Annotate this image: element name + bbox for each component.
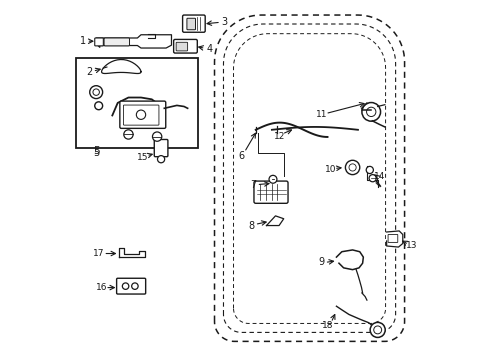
Bar xyxy=(76,58,198,148)
Polygon shape xyxy=(96,35,172,48)
Text: 16: 16 xyxy=(96,283,107,292)
FancyBboxPatch shape xyxy=(388,234,398,242)
Text: 9: 9 xyxy=(318,257,324,267)
Circle shape xyxy=(374,326,382,334)
Text: 11: 11 xyxy=(316,110,327,119)
Circle shape xyxy=(136,110,146,120)
Text: 12: 12 xyxy=(274,132,285,141)
Circle shape xyxy=(157,156,165,163)
Circle shape xyxy=(362,103,381,121)
Text: 7: 7 xyxy=(250,180,256,190)
Circle shape xyxy=(93,89,99,95)
Circle shape xyxy=(122,283,129,289)
FancyBboxPatch shape xyxy=(254,181,288,203)
Circle shape xyxy=(367,107,376,117)
FancyBboxPatch shape xyxy=(187,18,196,30)
FancyBboxPatch shape xyxy=(173,40,197,53)
Text: 14: 14 xyxy=(374,172,385,181)
FancyBboxPatch shape xyxy=(95,38,103,46)
Text: 13: 13 xyxy=(406,241,417,250)
Circle shape xyxy=(95,102,102,110)
Circle shape xyxy=(152,132,162,141)
Text: 17: 17 xyxy=(93,249,105,258)
Text: 4: 4 xyxy=(206,44,212,54)
Text: 8: 8 xyxy=(248,221,254,230)
Text: 10: 10 xyxy=(324,165,336,174)
FancyBboxPatch shape xyxy=(183,15,205,32)
Circle shape xyxy=(349,164,356,171)
Polygon shape xyxy=(101,59,141,73)
Polygon shape xyxy=(267,216,284,226)
Circle shape xyxy=(345,160,360,175)
Text: 2: 2 xyxy=(86,67,92,77)
Text: 1: 1 xyxy=(80,36,86,46)
Circle shape xyxy=(366,166,373,174)
Text: 15: 15 xyxy=(137,153,148,162)
Circle shape xyxy=(269,175,277,183)
FancyBboxPatch shape xyxy=(176,42,188,51)
Text: 18: 18 xyxy=(322,321,334,330)
Text: 5: 5 xyxy=(93,148,99,158)
FancyBboxPatch shape xyxy=(120,101,166,129)
Text: 6: 6 xyxy=(238,150,245,161)
FancyBboxPatch shape xyxy=(104,38,129,46)
Circle shape xyxy=(90,86,102,99)
Polygon shape xyxy=(337,250,364,270)
Circle shape xyxy=(132,283,138,289)
Text: 3: 3 xyxy=(221,17,227,27)
Polygon shape xyxy=(387,231,403,247)
FancyBboxPatch shape xyxy=(123,105,159,125)
Circle shape xyxy=(369,175,376,182)
FancyBboxPatch shape xyxy=(117,278,146,294)
Circle shape xyxy=(370,322,385,337)
FancyBboxPatch shape xyxy=(154,139,168,157)
Text: 5: 5 xyxy=(93,145,99,156)
Polygon shape xyxy=(119,248,145,257)
Circle shape xyxy=(124,130,133,139)
